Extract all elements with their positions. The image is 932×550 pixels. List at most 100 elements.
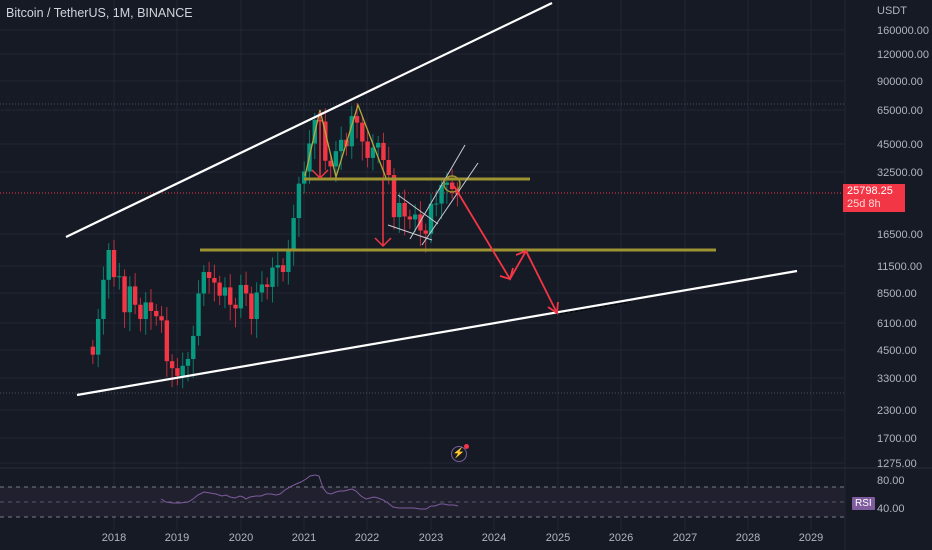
price-tick-label: 120000.00: [877, 49, 929, 61]
price-axis[interactable]: 160000.00 120000.00 90000.00 65000.00 45000.…: [877, 25, 929, 470]
upper-trendline[interactable]: [65, 2, 553, 238]
candle[interactable]: [217, 282, 222, 296]
candle[interactable]: [407, 216, 413, 220]
double-top-pattern[interactable]: [304, 103, 387, 180]
candle[interactable]: [434, 203, 439, 205]
candle[interactable]: [449, 182, 455, 190]
rsi-band: [0, 487, 845, 517]
candle[interactable]: [228, 287, 233, 305]
lightning-icon: ⚡: [452, 448, 466, 459]
candle[interactable]: [360, 122, 365, 142]
candle[interactable]: [323, 121, 328, 161]
candle[interactable]: [423, 230, 428, 234]
time-tick-label: 2020: [229, 532, 253, 544]
candle[interactable]: [222, 287, 228, 296]
candle[interactable]: [270, 267, 275, 287]
candle[interactable]: [265, 284, 270, 287]
candle[interactable]: [349, 116, 354, 147]
candle[interactable]: [175, 368, 180, 376]
rsi-axis[interactable]: 80.00 40.00: [877, 475, 905, 515]
candle[interactable]: [106, 250, 111, 280]
price-tick-label: 11500.00: [877, 261, 922, 273]
candle[interactable]: [375, 142, 381, 148]
candle[interactable]: [391, 175, 397, 218]
candle[interactable]: [101, 279, 106, 319]
candle[interactable]: [259, 284, 265, 293]
lower-trendline[interactable]: [76, 269, 798, 397]
candle[interactable]: [328, 160, 333, 167]
candle[interactable]: [127, 286, 133, 313]
candle[interactable]: [196, 293, 201, 336]
candle[interactable]: [138, 304, 143, 319]
symbol-title[interactable]: Bitcoin / TetherUS, 1M, BINANCE: [6, 6, 193, 20]
price-tick-label: 4500.00: [877, 345, 917, 357]
candle[interactable]: [90, 346, 96, 355]
candle[interactable]: [397, 202, 402, 218]
candle[interactable]: [159, 316, 164, 321]
vertical-gridlines: [113, 0, 812, 530]
candle[interactable]: [280, 265, 286, 273]
candle[interactable]: [439, 184, 444, 204]
candle[interactable]: [381, 142, 386, 161]
candle[interactable]: [402, 202, 407, 217]
candle[interactable]: [185, 358, 191, 366]
candle[interactable]: [254, 292, 259, 319]
candle[interactable]: [180, 365, 185, 376]
wedge-lines[interactable]: [387, 144, 479, 246]
price-tick-label: 45000.00: [877, 139, 923, 151]
candle[interactable]: [243, 284, 249, 294]
candle[interactable]: [365, 141, 370, 158]
last-price-value: 25798.25: [847, 185, 893, 197]
time-tick-label: 2024: [482, 532, 506, 544]
currency-label: USDT: [877, 5, 907, 17]
candle[interactable]: [154, 310, 159, 317]
price-tick-label: 16500.00: [877, 229, 923, 241]
time-tick-label: 2019: [165, 532, 189, 544]
candle[interactable]: [206, 272, 212, 279]
candle[interactable]: [111, 250, 117, 278]
rsi-indicator-badge[interactable]: RSI: [852, 497, 875, 510]
candle[interactable]: [117, 276, 122, 278]
candle[interactable]: [169, 361, 175, 369]
candle[interactable]: [164, 320, 170, 362]
candle[interactable]: [191, 335, 196, 359]
candle[interactable]: [275, 265, 280, 268]
candle[interactable]: [249, 293, 254, 319]
candle[interactable]: [386, 160, 391, 176]
candle[interactable]: [143, 302, 148, 319]
time-tick-label: 2028: [736, 532, 760, 544]
candle[interactable]: [370, 147, 376, 158]
price-tick-label: 2300.00: [877, 405, 917, 417]
flash-alert-icon[interactable]: ⚡: [451, 444, 469, 462]
candle[interactable]: [148, 302, 154, 311]
pattern-arrows[interactable]: [311, 112, 392, 248]
candle[interactable]: [338, 139, 344, 152]
candle[interactable]: [354, 116, 360, 123]
candle[interactable]: [296, 183, 302, 219]
candle[interactable]: [238, 284, 243, 309]
candle[interactable]: [122, 276, 127, 313]
candle[interactable]: [444, 182, 450, 185]
candle[interactable]: [418, 214, 423, 231]
candle[interactable]: [201, 272, 207, 294]
horizontal-gridlines: [0, 29, 845, 464]
candle[interactable]: [95, 318, 101, 355]
candle[interactable]: [233, 304, 238, 309]
time-tick-label: 2023: [419, 532, 443, 544]
candle[interactable]: [286, 250, 291, 273]
highlight-circle[interactable]: [443, 175, 461, 193]
candle[interactable]: [132, 286, 138, 305]
time-axis[interactable]: 2018 2019 2020 2021 2022 2023 2024 2025 2026 2027…: [102, 532, 823, 544]
candle[interactable]: [412, 214, 418, 220]
price-tick-label: 1700.00: [877, 433, 917, 445]
candle[interactable]: [291, 218, 296, 251]
price-tick-label: 32500.00: [877, 167, 923, 179]
price-tick-label: 65000.00: [877, 105, 923, 117]
rsi-line[interactable]: [160, 474, 459, 510]
candle[interactable]: [212, 278, 217, 283]
projection-arrow-path[interactable]: [453, 185, 559, 315]
candle[interactable]: [333, 151, 339, 167]
last-price-tag: 25798.25 25d 8h: [843, 184, 905, 212]
price-tick-label: 160000.00: [877, 25, 929, 37]
